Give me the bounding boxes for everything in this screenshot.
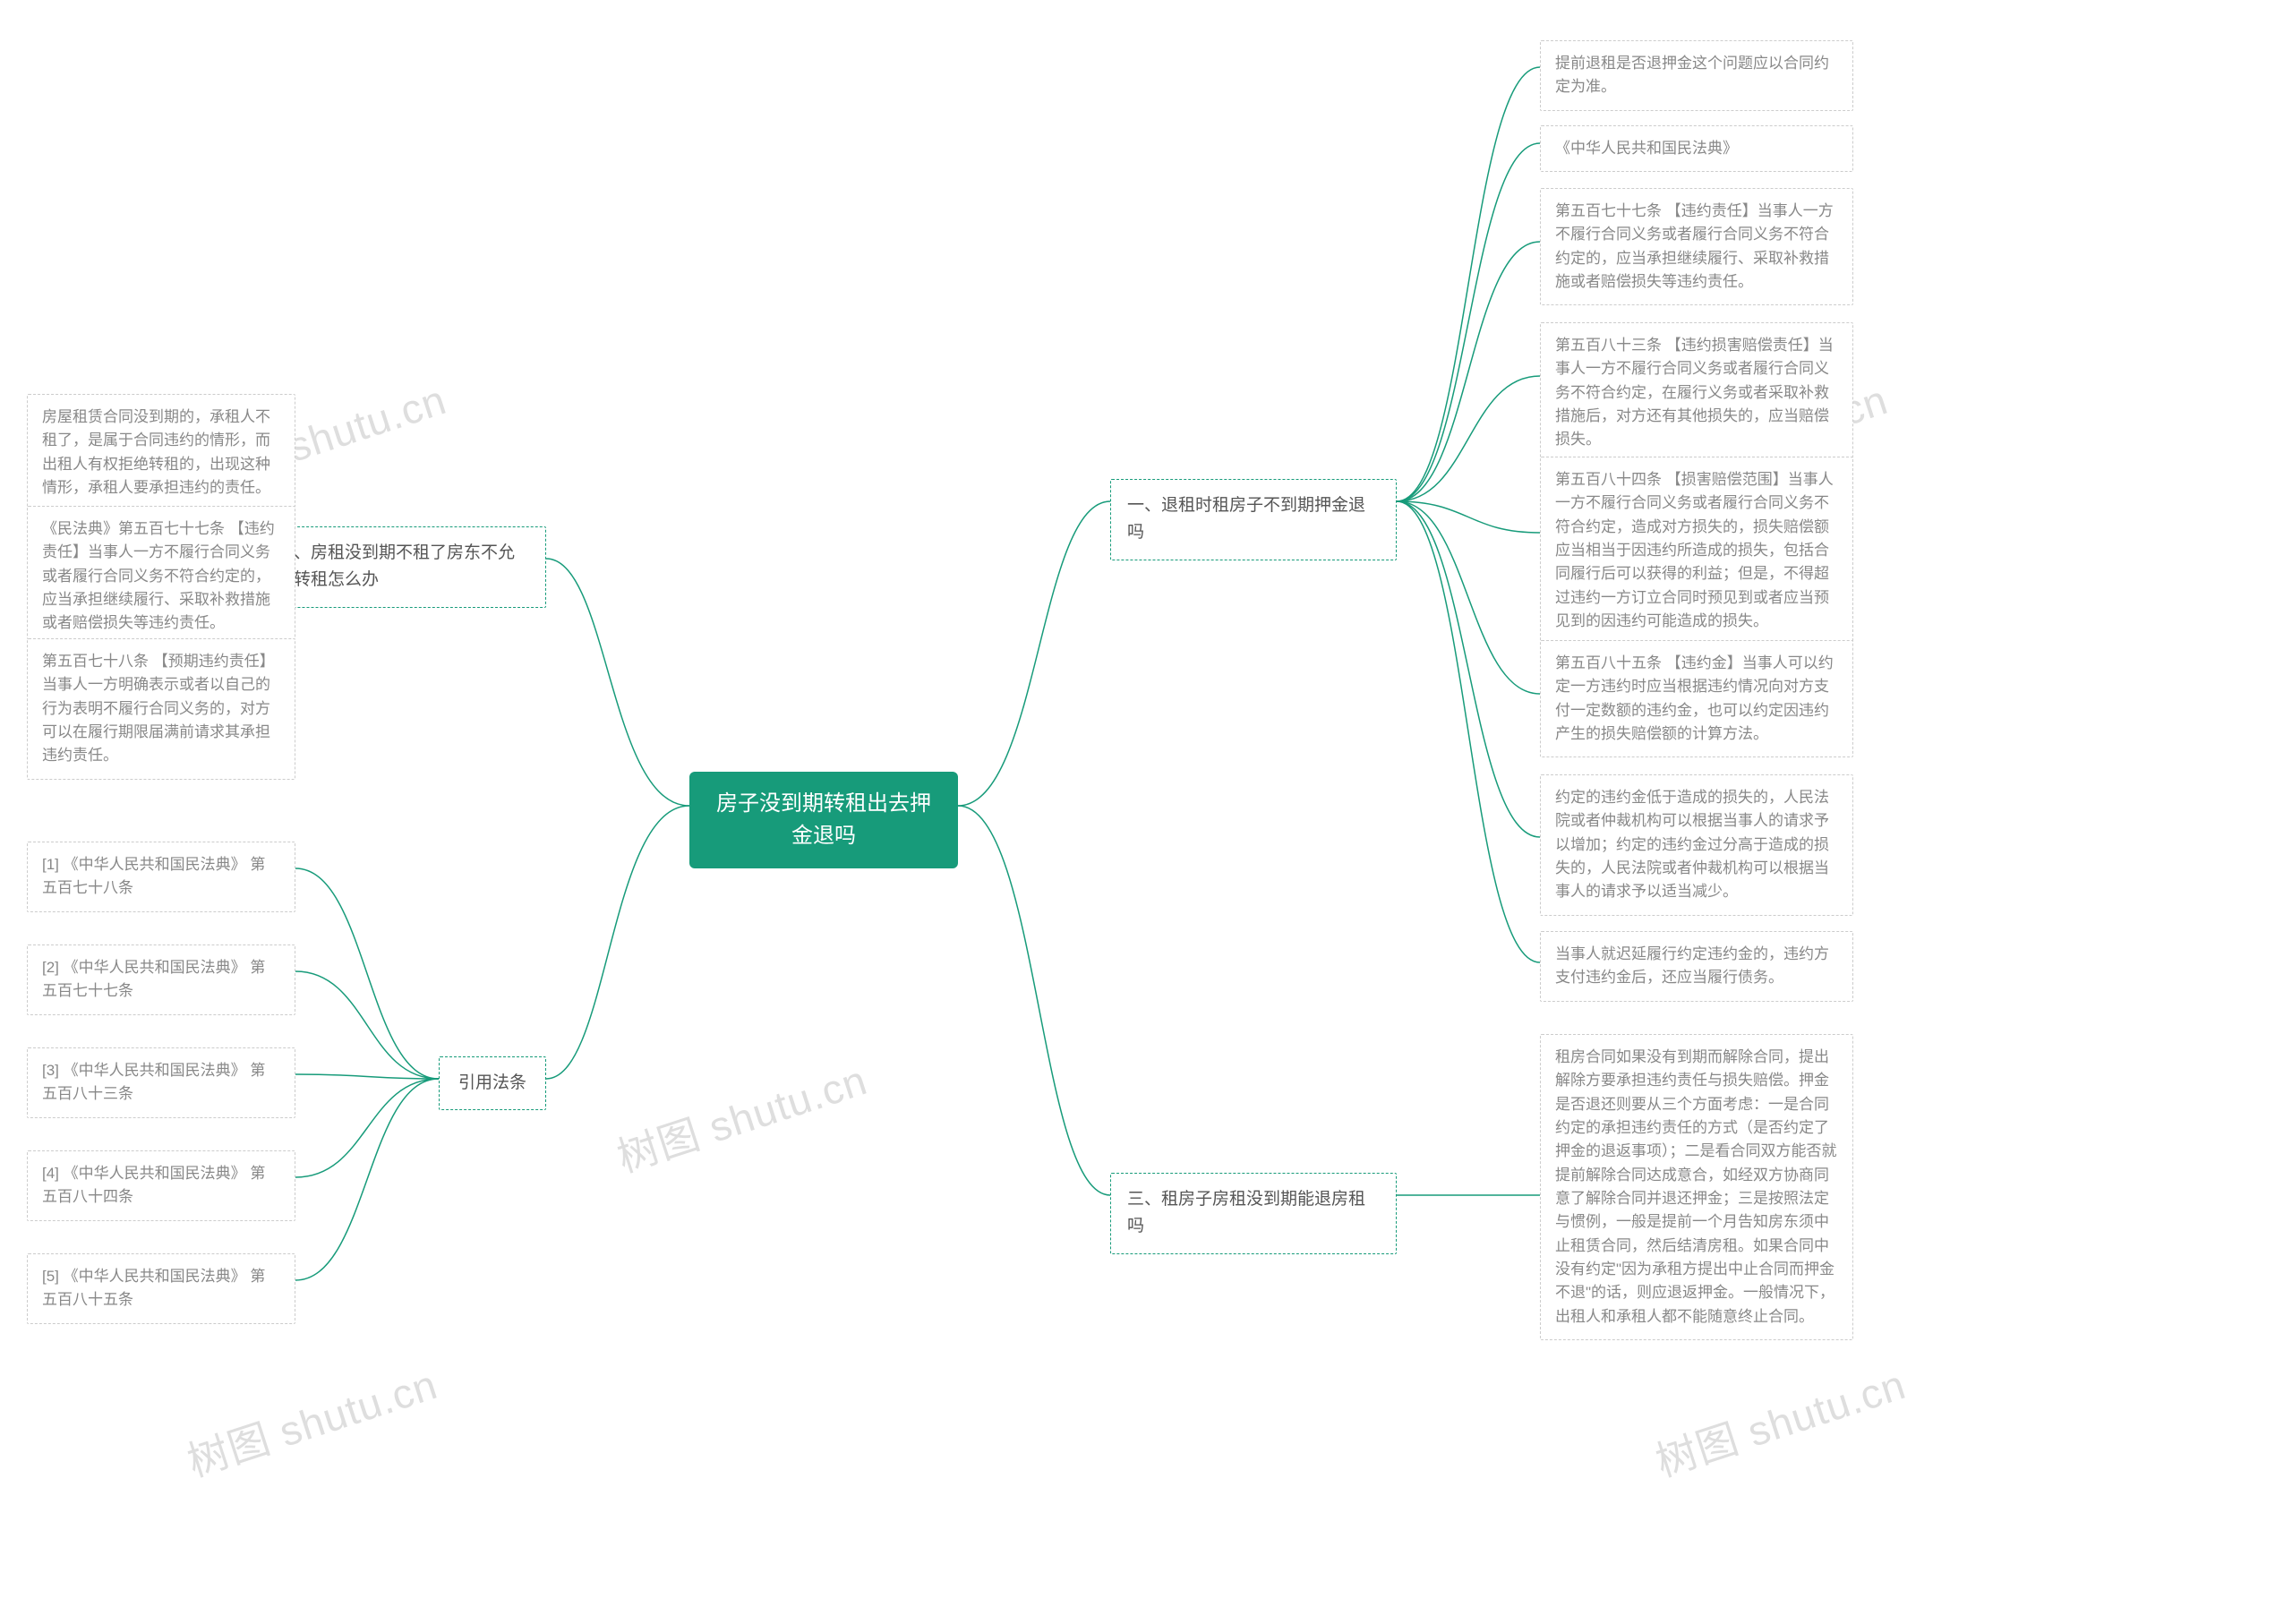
branch-ref-leaf-2: [2] 《中华人民共和国民法典》 第五百七十七条 — [27, 944, 295, 1015]
root-title: 房子没到期转租出去押金退吗 — [716, 791, 931, 848]
branch-1-leaf-5: 第五百八十四条 【损害赔偿范围】当事人一方不履行合同义务或者履行合同义务不符合约… — [1540, 457, 1853, 645]
connectors-fix — [0, 0, 2292, 1624]
branch-1-leaf-7: 约定的违约金低于造成的损失的，人民法院或者仲裁机构可以根据当事人的请求予以增加；… — [1540, 774, 1853, 916]
leaf-text: 第五百七十八条 【预期违约责任】当事人一方明确表示或者以自己的行为表明不履行合同… — [42, 653, 275, 764]
connectors-layer — [0, 0, 2292, 1624]
branch-1-leaf-3: 第五百七十七条 【违约责任】当事人一方不履行合同义务或者履行合同义务不符合约定的… — [1540, 188, 1853, 305]
branch-1-leaf-2: 《中华人民共和国民法典》 — [1540, 125, 1853, 172]
leaf-text: 租房合同如果没有到期而解除合同，提出解除方要承担违约责任与损失赔偿。押金是否退还… — [1555, 1048, 1837, 1325]
branch-2-leaf-3: 第五百七十八条 【预期违约责任】当事人一方明确表示或者以自己的行为表明不履行合同… — [27, 638, 295, 780]
leaf-text: 《中华人民共和国民法典》 — [1555, 140, 1738, 157]
watermark: 树图 shutu.cn — [1647, 1352, 1912, 1488]
branch-ref-leaf-5: [5] 《中华人民共和国民法典》 第五百八十五条 — [27, 1253, 295, 1324]
leaf-text: 提前退租是否退押金这个问题应以合同约定为准。 — [1555, 55, 1829, 95]
branch-2-leaf-1: 房屋租赁合同没到期的，承租人不租了，是属于合同违约的情形，而出租人有权拒绝转租的… — [27, 394, 295, 511]
leaf-text: 第五百七十七条 【违约责任】当事人一方不履行合同义务或者履行合同义务不符合约定的… — [1555, 202, 1834, 290]
leaf-text: 第五百八十四条 【损害赔偿范围】当事人一方不履行合同义务或者履行合同义务不符合约… — [1555, 471, 1834, 629]
branch-ref-leaf-4: [4] 《中华人民共和国民法典》 第五百八十四条 — [27, 1150, 295, 1221]
branch-2: 二、房租没到期不租了房东不允许转租怎么办 — [260, 526, 546, 608]
watermark: 树图 shutu.cn — [179, 1352, 444, 1488]
leaf-text: [5] 《中华人民共和国民法典》 第五百八十五条 — [42, 1268, 265, 1308]
branch-3: 三、租房子房租没到期能退房租吗 — [1110, 1173, 1397, 1254]
branch-1-label: 一、退租时租房子不到期押金退吗 — [1127, 496, 1365, 542]
leaf-text: 《民法典》第五百七十七条 【违约责任】当事人一方不履行合同义务或者履行合同义务不… — [42, 520, 275, 631]
leaf-text: 第五百八十五条 【违约金】当事人可以约定一方违约时应当根据违约情况向对方支付一定… — [1555, 654, 1834, 742]
branch-3-label: 三、租房子房租没到期能退房租吗 — [1127, 1190, 1365, 1235]
root-node: 房子没到期转租出去押金退吗 — [689, 772, 958, 868]
leaf-text: 房屋租赁合同没到期的，承租人不租了，是属于合同违约的情形，而出租人有权拒绝转租的… — [42, 408, 270, 496]
leaf-text: [3] 《中华人民共和国民法典》 第五百八十三条 — [42, 1062, 265, 1102]
branch-1-leaf-6: 第五百八十五条 【违约金】当事人可以约定一方违约时应当根据违约情况向对方支付一定… — [1540, 640, 1853, 757]
branch-1: 一、退租时租房子不到期押金退吗 — [1110, 479, 1397, 560]
branch-ref-label: 引用法条 — [458, 1073, 526, 1092]
branch-2-leaf-2: 《民法典》第五百七十七条 【违约责任】当事人一方不履行合同义务或者履行合同义务不… — [27, 506, 295, 647]
branch-ref-leaf-3: [3] 《中华人民共和国民法典》 第五百八十三条 — [27, 1047, 295, 1118]
branch-1-leaf-1: 提前退租是否退押金这个问题应以合同约定为准。 — [1540, 40, 1853, 111]
branch-ref: 引用法条 — [439, 1056, 546, 1110]
branch-2-label: 二、房租没到期不租了房东不允许转租怎么办 — [277, 543, 515, 589]
branch-1-leaf-8: 当事人就迟延履行约定违约金的，违约方支付违约金后，还应当履行债务。 — [1540, 931, 1853, 1002]
leaf-text: [1] 《中华人民共和国民法典》 第五百七十八条 — [42, 856, 265, 896]
leaf-text: 第五百八十三条 【违约损害赔偿责任】当事人一方不履行合同义务或者履行合同义务不符… — [1555, 337, 1834, 448]
leaf-text: [4] 《中华人民共和国民法典》 第五百八十四条 — [42, 1165, 265, 1205]
branch-ref-leaf-1: [1] 《中华人民共和国民法典》 第五百七十八条 — [27, 842, 295, 912]
leaf-text: 约定的违约金低于造成的损失的，人民法院或者仲裁机构可以根据当事人的请求予以增加；… — [1555, 789, 1829, 900]
branch-3-leaf-1: 租房合同如果没有到期而解除合同，提出解除方要承担违约责任与损失赔偿。押金是否退还… — [1540, 1034, 1853, 1340]
watermark: 树图 shutu.cn — [609, 1047, 874, 1184]
leaf-text: 当事人就迟延履行约定违约金的，违约方支付违约金后，还应当履行债务。 — [1555, 945, 1829, 986]
branch-1-leaf-4: 第五百八十三条 【违约损害赔偿责任】当事人一方不履行合同义务或者履行合同义务不符… — [1540, 322, 1853, 464]
leaf-text: [2] 《中华人民共和国民法典》 第五百七十七条 — [42, 959, 265, 999]
